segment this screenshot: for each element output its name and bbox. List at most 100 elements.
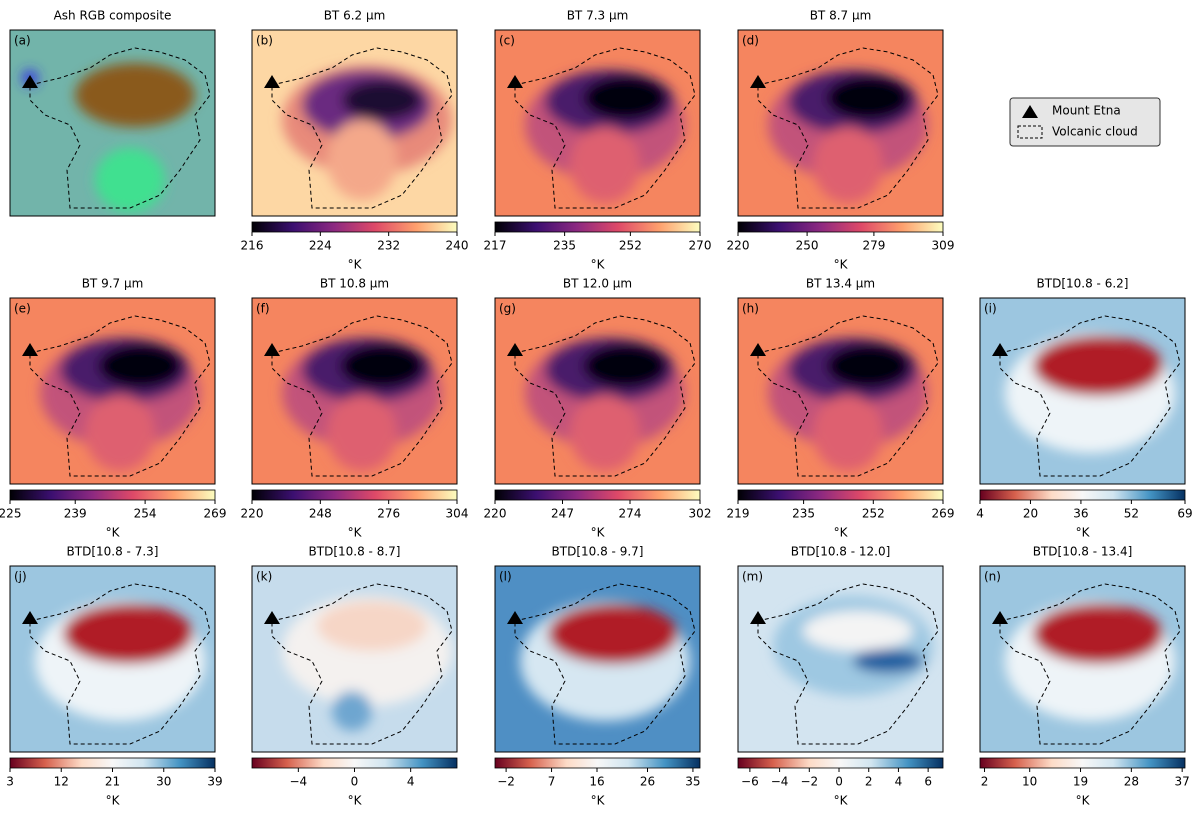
panel-title: BTD[10.8 - 6.2] xyxy=(1037,277,1129,291)
panel-title: BTD[10.8 - 13.4] xyxy=(1033,545,1133,559)
colorbar-tick-label: 235 xyxy=(553,239,576,253)
colorbar-unit: °K xyxy=(1076,526,1091,540)
etna-marker xyxy=(22,611,38,624)
image xyxy=(10,566,215,752)
field-blob xyxy=(342,80,422,120)
colorbar-tick-label: 3 xyxy=(6,775,14,789)
panel: BTD[10.8 - 8.7] (k) −4 0 4 °K xyxy=(251,545,458,808)
colorbar-tick-label: 28 xyxy=(1124,775,1139,789)
cloud-outline xyxy=(514,47,696,209)
image xyxy=(738,566,943,752)
panel-title: BT 12.0 μm xyxy=(563,277,632,291)
legend-label: Mount Etna xyxy=(1052,104,1121,118)
colorbar-tick-label: 220 xyxy=(727,239,750,253)
panel-title: BTD[10.8 - 9.7] xyxy=(552,545,644,559)
panel-label: (f) xyxy=(256,302,270,316)
image-field xyxy=(1005,601,1175,721)
panel-title: BT 13.4 μm xyxy=(806,277,875,291)
panel: BT 7.3 μm (c) 217 235 252 270 °K xyxy=(484,9,712,272)
cloud-outline xyxy=(271,315,453,477)
colorbar-tick-label: 0 xyxy=(835,775,843,789)
colorbar xyxy=(737,757,944,769)
colorbar xyxy=(251,489,458,501)
image xyxy=(495,298,700,484)
panel: BT 10.8 μm (f) 220 248 276 304 °K xyxy=(241,277,469,540)
image-frame xyxy=(9,29,216,217)
colorbar-tick-label: 240 xyxy=(446,239,469,253)
image xyxy=(738,30,943,216)
colorbar-tick-label: −2 xyxy=(800,775,818,789)
image-field xyxy=(525,338,685,471)
panel: BTD[10.8 - 7.3] (j) 3 12 21 30 39 °K xyxy=(6,545,222,808)
colorbar-tick-label: 36 xyxy=(1073,507,1088,521)
colorbar-tick-label: −2 xyxy=(497,775,515,789)
image-frame xyxy=(494,565,701,753)
colorbar-tick-label: 10 xyxy=(1022,775,1037,789)
image xyxy=(10,298,215,484)
colorbar-tick-label: 35 xyxy=(685,775,700,789)
panel-title: BT 8.7 μm xyxy=(810,9,872,23)
field-blob xyxy=(75,63,195,127)
colorbar-tick-label: 4 xyxy=(895,775,903,789)
image-frame xyxy=(979,297,1186,485)
colorbar-tick-label: 235 xyxy=(792,507,815,521)
image-field xyxy=(282,596,452,731)
field-blob xyxy=(98,344,182,388)
colorbar-tick-label: 276 xyxy=(377,507,400,521)
panel-label: (g) xyxy=(499,302,516,316)
panel-label: (e) xyxy=(14,302,31,316)
field-blob xyxy=(327,395,397,471)
colorbar-tick-label: 12 xyxy=(54,775,69,789)
image xyxy=(10,30,215,216)
image-field xyxy=(22,63,195,212)
panel-title: BTD[10.8 - 7.3] xyxy=(67,545,159,559)
field-blob xyxy=(1033,336,1163,396)
colorbar-tick-label: 232 xyxy=(377,239,400,253)
cloud-outline xyxy=(999,583,1181,745)
colorbar-tick-label: 16 xyxy=(589,775,604,789)
colorbar-tick-label: 6 xyxy=(924,775,932,789)
panel-label: (l) xyxy=(499,570,512,584)
panel-label: (i) xyxy=(984,302,997,316)
cloud-outline xyxy=(29,315,211,477)
image-field xyxy=(282,338,442,471)
colorbar-tick-label: 19 xyxy=(1073,775,1088,789)
cloud-outline xyxy=(757,315,939,477)
colorbar-unit: °K xyxy=(348,794,363,808)
etna-marker xyxy=(750,343,766,356)
panel-label: (k) xyxy=(256,570,272,584)
colorbar-tick-label: 239 xyxy=(64,507,87,521)
colorbar-tick-label: 220 xyxy=(484,507,507,521)
colorbar-tick-label: 4 xyxy=(407,775,415,789)
panel: BT 8.7 μm (d) 220 250 279 309 °K xyxy=(727,9,955,272)
etna-marker xyxy=(507,75,523,88)
colorbar-tick-label: 7 xyxy=(548,775,556,789)
panel: BT 12.0 μm (g) 220 247 274 302 °K xyxy=(484,277,712,540)
cloud-outline xyxy=(999,315,1181,477)
colorbar-tick-label: 269 xyxy=(204,507,227,521)
field-blob xyxy=(570,127,640,203)
colorbar-tick-label: 274 xyxy=(619,507,642,521)
image-frame xyxy=(251,565,458,753)
panel-title: BT 7.3 μm xyxy=(567,9,629,23)
colorbar-tick-label: 250 xyxy=(796,239,819,253)
colorbar-tick-label: 224 xyxy=(309,239,332,253)
image-frame xyxy=(737,297,944,485)
image-frame xyxy=(979,565,1186,753)
cloud-outline xyxy=(271,583,453,745)
image-field xyxy=(282,65,452,200)
panel-label: (h) xyxy=(742,302,759,316)
panel-title: BTD[10.8 - 8.7] xyxy=(309,545,401,559)
image-field xyxy=(520,601,690,721)
legend-outline xyxy=(1017,125,1043,139)
colorbar-unit: °K xyxy=(591,794,606,808)
colorbar-tick-label: 2 xyxy=(865,775,873,789)
image-field xyxy=(35,601,205,721)
field-blob xyxy=(317,601,427,651)
colorbar-tick-label: 39 xyxy=(207,775,222,789)
image xyxy=(252,298,457,484)
colorbar xyxy=(737,221,944,233)
image-field xyxy=(768,70,928,203)
colorbar-unit: °K xyxy=(1076,794,1091,808)
etna-marker xyxy=(22,343,38,356)
